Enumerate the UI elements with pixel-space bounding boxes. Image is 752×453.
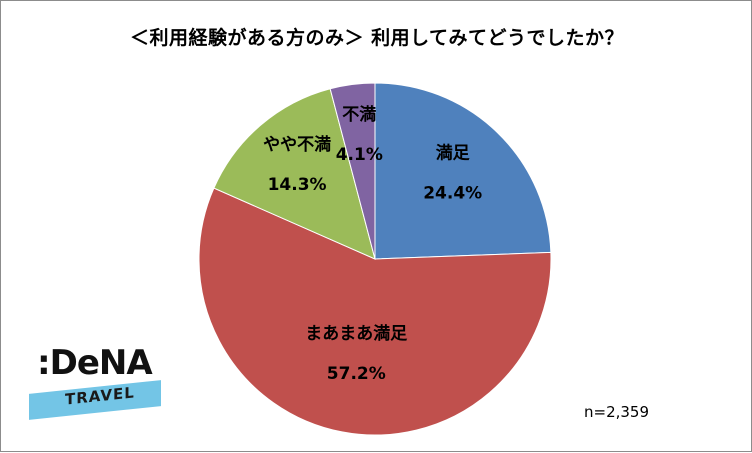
pie-slice-1	[198, 187, 552, 436]
logo-main-text: :DeNA	[37, 343, 153, 383]
slice-value-label-1: 57.2%	[327, 364, 386, 384]
slice-category-label-2: やや不満	[263, 134, 331, 155]
slice-value-label-0: 24.4%	[423, 183, 482, 203]
slice-category-label-3: 不満	[342, 104, 376, 125]
chart-title: ＜利用経験がある方のみ＞ 利用してみてどうでしたか？	[129, 27, 625, 49]
pie-slice-3	[329, 82, 376, 260]
slice-category-label-1: まあまあ満足	[305, 323, 407, 344]
pie-slice-2	[213, 88, 376, 260]
sample-size-label: n=2,359	[584, 403, 650, 421]
slice-value-label-2: 14.3%	[268, 175, 327, 195]
pie-slice-0	[374, 82, 552, 260]
dena-travel-logo: :DeNA TRAVEL	[29, 343, 189, 423]
slice-category-label-0: 満足	[436, 142, 470, 163]
slice-value-label-3: 4.1%	[336, 145, 383, 165]
